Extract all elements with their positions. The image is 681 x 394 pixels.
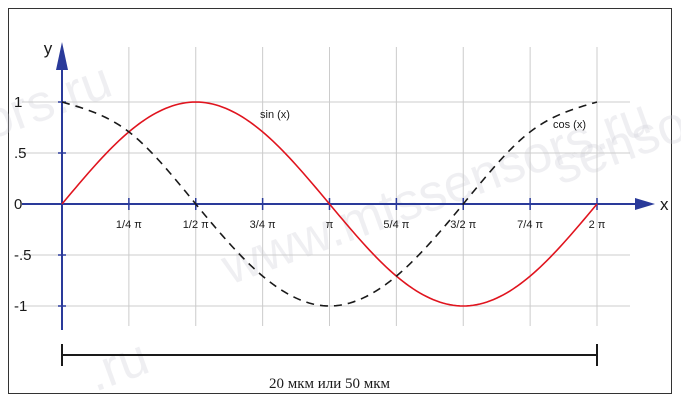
x-tick-label: π <box>326 219 334 231</box>
x-axis-arrow <box>635 198 655 210</box>
chart-frame <box>8 8 672 394</box>
series <box>61 101 598 307</box>
grid <box>22 47 630 326</box>
x-axis-label: x <box>660 195 669 214</box>
series-line-sin <box>61 101 598 307</box>
y-tick-label: .5 <box>14 145 27 162</box>
y-axis-arrow <box>56 42 68 70</box>
x-tick-label: 7/4 π <box>517 219 543 231</box>
y-tick-label: -1 <box>14 298 27 315</box>
y-tick-label: -.5 <box>14 247 32 264</box>
series-label-cos: cos (x) <box>553 119 586 131</box>
x-tick-label: 3/2 π <box>450 219 476 231</box>
y-tick-label: 1 <box>14 94 22 111</box>
series-line-cos <box>61 101 598 307</box>
y-axis-label: y <box>44 39 53 58</box>
axes: 1 .5 0 -.5 -1 1/4 π 1/2 π 3/4 π π 5/4 π 3/2 π 7/4 π… <box>14 42 655 330</box>
scale-bar <box>61 344 598 366</box>
scale-bar-label: 20 мкм или 50 мкм <box>269 376 391 392</box>
series-label-sin: sin (x) <box>260 109 290 121</box>
x-tick-label: 1/4 π <box>116 219 142 231</box>
x-tick-label: 5/4 π <box>383 219 409 231</box>
y-tick-label: 0 <box>14 196 22 213</box>
x-tick-label: 2 π <box>589 219 606 231</box>
x-tick-label: 1/2 π <box>183 219 209 231</box>
x-tick-label: 3/4 π <box>250 219 276 231</box>
